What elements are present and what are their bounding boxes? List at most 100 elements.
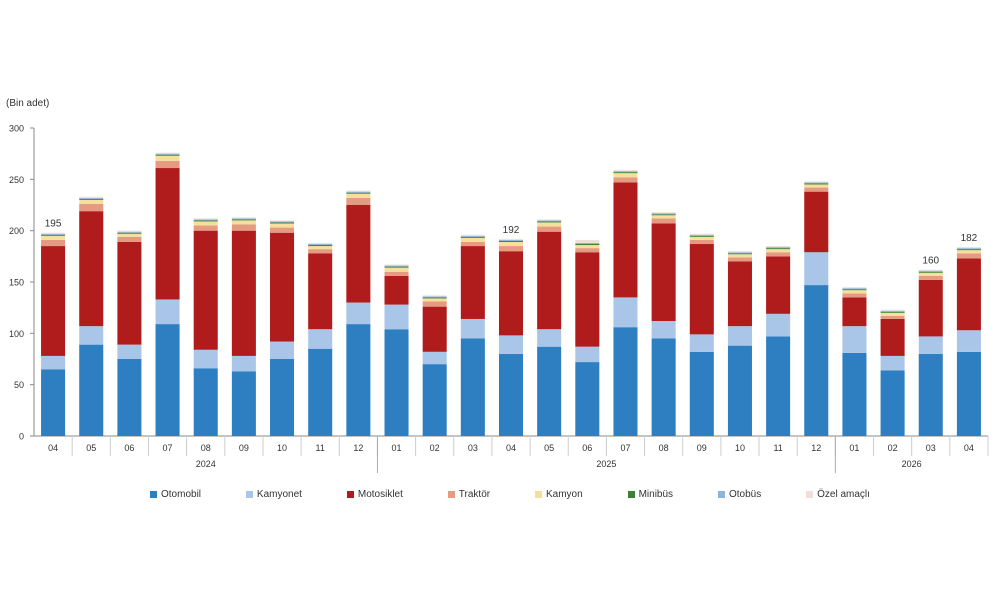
bar-segment-minibüs (384, 266, 409, 268)
bar-segment-özel-amaçlı (79, 196, 104, 198)
bar-segment-kamyonet (346, 302, 371, 325)
bar-segment-otomobil (41, 369, 66, 436)
y-tick-label: 250 (9, 175, 24, 185)
bar-segment-otobüs (918, 270, 943, 272)
x-tick-label: 12 (811, 443, 821, 453)
y-tick-label: 200 (9, 226, 24, 236)
legend-swatch (346, 490, 354, 498)
bar-segment-motosiklet (41, 246, 66, 356)
bar-segment-minibüs (537, 221, 562, 223)
x-tick-label: 11 (316, 443, 325, 453)
bar-segment-motosiklet (422, 306, 447, 352)
bar-segment-özel-amaçlı (613, 170, 638, 172)
bar-segment-özel-amaçlı (842, 287, 867, 289)
x-tick-label: 09 (239, 443, 249, 453)
bar-segment-otomobil (79, 344, 104, 436)
legend-item: Kamyon (535, 489, 583, 500)
x-tick-label: 08 (201, 443, 211, 453)
bar-segment-minibüs (727, 253, 752, 255)
bar-segment-kamyon (384, 267, 409, 272)
legend-label: Otobüs (728, 488, 762, 500)
x-group-label: 2024 (196, 459, 216, 469)
bar-segment-minibüs (41, 234, 66, 236)
bar-segment-minibüs (270, 222, 295, 224)
bar-segment-kamyon (651, 215, 676, 219)
bar-segment-minibüs (422, 297, 447, 299)
bar-segment-özel-amaçlı (231, 217, 256, 219)
bar-segment-motosiklet (384, 275, 409, 305)
bar-segment-kamyon (727, 254, 752, 258)
bar-segment-minibüs (79, 198, 104, 200)
bar-segment-motosiklet (537, 231, 562, 330)
bar-segment-kamyonet (918, 336, 943, 354)
bar-segment-kamyon (270, 223, 295, 228)
x-tick-label: 07 (620, 443, 630, 453)
bar-segment-kamyonet (79, 326, 104, 345)
y-axis-label: (Bin adet) (6, 98, 49, 109)
bar-segment-motosiklet (613, 182, 638, 298)
bar-segment-özel-amaçlı (422, 295, 447, 297)
bar-segment-kamyonet (956, 330, 981, 352)
y-tick-label: 50 (14, 380, 24, 390)
bar-segment-özel-amaçlı (766, 246, 791, 248)
bar-segment-motosiklet (308, 253, 333, 330)
bar-segment-kamyon (422, 298, 447, 302)
bar-segment-kamyon (613, 173, 638, 178)
legend-swatch (535, 490, 542, 498)
bar-segment-otomobil (384, 329, 409, 436)
bar-segment-otomobil (918, 353, 943, 436)
bar-segment-otobüs (422, 296, 447, 298)
x-tick-label: 05 (86, 443, 96, 453)
x-tick-label: 07 (163, 443, 173, 453)
bar-segment-minibüs (613, 172, 638, 174)
bar-segment-kamyon (155, 155, 180, 161)
bar-segment-kamyon (575, 245, 600, 249)
bar-segment-otobüs (880, 310, 905, 312)
bar-segment-traktör (613, 177, 638, 183)
bar-segment-kamyon (918, 272, 943, 276)
x-tick-label: 06 (124, 443, 134, 453)
bar-segment-kamyonet (498, 335, 524, 354)
bar-segment-otomobil (880, 370, 905, 436)
bar-segment-motosiklet (842, 297, 867, 327)
bar-segment-otomobil (804, 285, 829, 436)
bar-segment-otobüs (155, 153, 180, 155)
bar-segment-kamyonet (231, 355, 256, 372)
legend-item: Otobüs (717, 488, 762, 500)
bar-segment-traktör (575, 248, 600, 253)
bar-total-label: 182 (961, 233, 978, 244)
bar-segment-traktör (956, 253, 981, 259)
bar-segment-minibüs (918, 271, 943, 273)
bar-segment-kamyonet (384, 304, 409, 330)
bar-segment-traktör (918, 275, 943, 280)
bar-segment-otobüs (231, 218, 256, 220)
bar-segment-otomobil (193, 368, 218, 436)
bar-segment-kamyon (880, 312, 905, 316)
bar-segment-traktör (727, 257, 752, 262)
bar-segment-kamyonet (842, 326, 867, 353)
bar-segment-özel-amaçlı (689, 233, 714, 235)
bar-segment-kamyonet (193, 349, 218, 369)
legend-swatch (627, 490, 635, 498)
bar-segment-kamyonet (422, 351, 447, 365)
bar-segment-özel-amaçlı (651, 212, 676, 214)
bar-segment-traktör (270, 227, 295, 233)
bar-segment-kamyonet (460, 318, 485, 339)
bar-segment-otomobil (842, 352, 867, 436)
bar-segment-otomobil (537, 346, 562, 436)
bar-segment-özel-amaçlı (308, 242, 333, 245)
bar-segment-minibüs (651, 214, 676, 216)
bar-segment-otobüs (79, 197, 104, 199)
bar-segment-motosiklet (79, 211, 104, 327)
x-tick-label: 10 (735, 443, 745, 453)
bar-segment-traktör (41, 239, 66, 247)
bar-segment-minibüs (575, 244, 600, 246)
legend-label: Otomobil (161, 488, 202, 500)
bar-segment-traktör (842, 293, 867, 298)
bar-segment-kamyonet (766, 313, 791, 337)
bar-segment-motosiklet (880, 318, 905, 356)
x-tick-label: 04 (964, 443, 974, 453)
bar-segment-otobüs (384, 265, 409, 267)
x-tick-label: 05 (544, 443, 554, 453)
bar-segment-otomobil (346, 324, 371, 436)
